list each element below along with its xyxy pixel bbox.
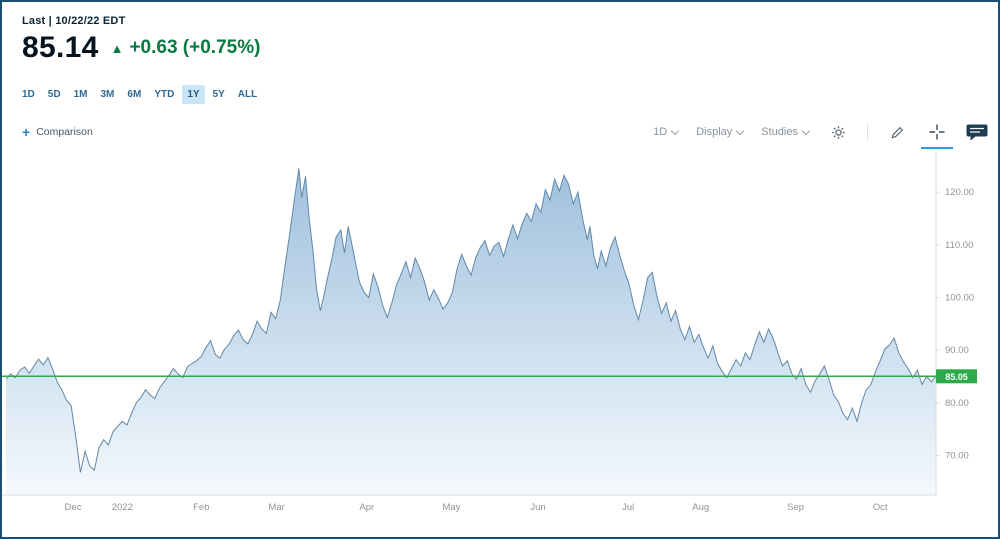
range-tab-6m[interactable]: 6M bbox=[127, 89, 142, 100]
price-row: 85.14 ▲ +0.63 (+0.75%) bbox=[22, 33, 998, 63]
svg-text:120.00: 120.00 bbox=[945, 187, 974, 198]
pencil-icon bbox=[891, 126, 903, 138]
range-tab-1y[interactable]: 1Y bbox=[182, 85, 205, 104]
toolbar-tools: 1D Display Studies bbox=[653, 121, 988, 149]
svg-text:May: May bbox=[443, 502, 461, 513]
display-dropdown[interactable]: Display bbox=[696, 126, 745, 138]
svg-text:70.00: 70.00 bbox=[945, 451, 969, 462]
interval-dropdown[interactable]: 1D bbox=[653, 126, 680, 138]
plus-icon: + bbox=[22, 124, 31, 140]
toolbar-divider bbox=[867, 123, 868, 141]
last-quote-time: Last | 10/22/22 EDT bbox=[22, 15, 126, 27]
svg-text:Feb: Feb bbox=[193, 502, 209, 513]
price-chart-svg[interactable]: 70.00 80.00 90.00 100.00 110.00 120.00 Dec 2022… bbox=[2, 152, 998, 539]
svg-text:2022: 2022 bbox=[112, 502, 133, 513]
price-change: +0.63 (+0.75%) bbox=[129, 37, 261, 58]
crosshair-button[interactable] bbox=[921, 121, 953, 149]
svg-text:110.00: 110.00 bbox=[945, 240, 973, 251]
range-tab-1m[interactable]: 1M bbox=[73, 89, 88, 100]
comparison-button[interactable]: + Comparison bbox=[22, 125, 93, 139]
chart-canvas[interactable]: 70.00 80.00 90.00 100.00 110.00 120.00 Dec 2022… bbox=[2, 152, 998, 539]
comment-icon bbox=[966, 124, 988, 140]
range-tab-all[interactable]: ALL bbox=[237, 89, 258, 100]
svg-text:100.00: 100.00 bbox=[945, 293, 974, 304]
range-tab-1d[interactable]: 1D bbox=[22, 89, 35, 100]
chevron-down-icon bbox=[736, 126, 745, 135]
studies-dropdown[interactable]: Studies bbox=[761, 126, 811, 138]
svg-text:Apr: Apr bbox=[359, 502, 374, 513]
time-range-tabs: 1D 5D 1M 3M 6M YTD 1Y 5Y ALL bbox=[17, 85, 998, 104]
studies-label: Studies bbox=[761, 126, 798, 138]
chevron-down-icon bbox=[801, 126, 811, 135]
draw-button[interactable] bbox=[886, 121, 908, 143]
svg-text:85.05: 85.05 bbox=[945, 372, 968, 382]
svg-text:Aug: Aug bbox=[692, 502, 709, 513]
chart-toolbar: + Comparison 1D Display Studies bbox=[2, 118, 998, 149]
comparison-label: Comparison bbox=[36, 126, 93, 138]
range-tab-ytd[interactable]: YTD bbox=[154, 89, 175, 100]
range-tab-5y[interactable]: 5Y bbox=[212, 89, 225, 100]
svg-text:Oct: Oct bbox=[873, 502, 888, 513]
svg-text:Sep: Sep bbox=[787, 502, 804, 513]
settings-button[interactable] bbox=[827, 121, 849, 143]
svg-text:Mar: Mar bbox=[268, 502, 284, 513]
gear-icon bbox=[831, 125, 845, 139]
chevron-down-icon bbox=[670, 126, 680, 135]
interval-label: 1D bbox=[653, 126, 668, 138]
display-label: Display bbox=[696, 126, 733, 138]
comment-button[interactable] bbox=[966, 121, 988, 143]
svg-text:90.00: 90.00 bbox=[945, 345, 969, 356]
range-tab-5d[interactable]: 5D bbox=[47, 89, 61, 100]
crosshair-icon bbox=[929, 124, 945, 140]
svg-text:80.00: 80.00 bbox=[945, 398, 969, 409]
price-change-group: ▲ +0.63 (+0.75%) bbox=[111, 37, 261, 59]
range-tab-3m[interactable]: 3M bbox=[100, 89, 115, 100]
svg-text:Jun: Jun bbox=[530, 502, 545, 513]
last-price: 85.14 bbox=[22, 31, 99, 64]
up-arrow-icon: ▲ bbox=[110, 40, 124, 56]
quote-header: Last | 10/22/22 EDT 85.14 ▲ +0.63 (+0.75… bbox=[2, 2, 998, 104]
svg-text:Dec: Dec bbox=[65, 502, 82, 513]
svg-text:Jul: Jul bbox=[622, 502, 634, 513]
